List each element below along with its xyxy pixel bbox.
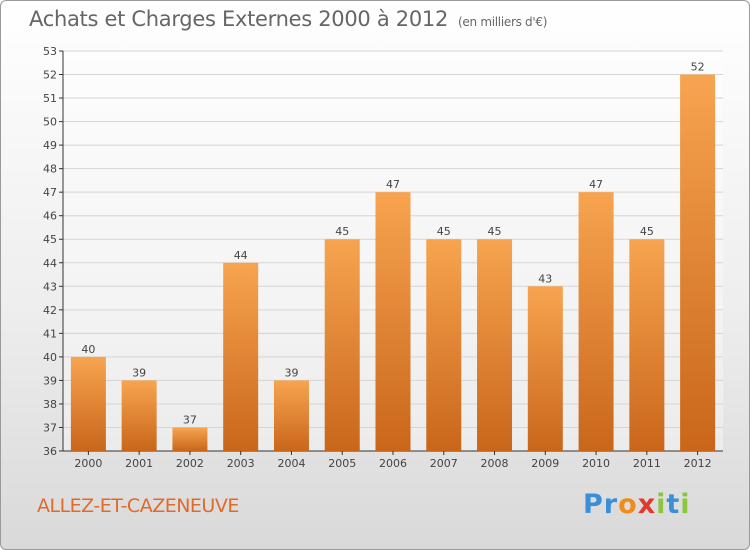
bar-2008 — [477, 239, 513, 451]
y-tick-label: 44 — [43, 257, 57, 270]
data-label-2005: 45 — [335, 225, 349, 238]
y-tick-label: 40 — [43, 351, 57, 364]
bar-2012 — [680, 74, 716, 451]
x-tick-label-2008: 2008 — [481, 457, 509, 470]
logo-letter: i — [656, 489, 667, 520]
y-tick-label: 51 — [43, 92, 57, 105]
x-tick-label-2010: 2010 — [582, 457, 610, 470]
y-tick-label: 50 — [43, 116, 57, 129]
y-tick-label: 47 — [43, 186, 57, 199]
data-label-2000: 40 — [81, 343, 95, 356]
y-tick-label: 39 — [43, 374, 57, 387]
bar-2007 — [426, 239, 462, 451]
logo-letter: r — [603, 489, 619, 520]
bar-2011 — [629, 239, 665, 451]
data-label-2002: 37 — [183, 413, 197, 426]
x-tick-label-2002: 2002 — [176, 457, 204, 470]
data-label-2008: 45 — [488, 225, 502, 238]
x-tick-label-2004: 2004 — [277, 457, 305, 470]
bar-2009 — [527, 286, 563, 451]
x-tick-label-2009: 2009 — [531, 457, 559, 470]
y-tick-label: 48 — [43, 163, 57, 176]
data-label-2012: 52 — [691, 61, 705, 74]
logo-letter: x — [637, 489, 657, 520]
x-tick-label-2001: 2001 — [125, 457, 153, 470]
logo-letter: i — [680, 489, 691, 520]
chart-title-text: Achats et Charges Externes 2000 à 2012 — [29, 7, 449, 31]
x-tick-label-2006: 2006 — [379, 457, 407, 470]
y-tick-label: 49 — [43, 139, 57, 152]
chart-unit: (en milliers d'€) — [458, 15, 548, 29]
bar-2005 — [324, 239, 360, 451]
data-label-2011: 45 — [640, 225, 654, 238]
y-tick-label: 41 — [43, 327, 57, 340]
y-tick-label: 36 — [43, 445, 57, 458]
logo-letter: o — [618, 489, 638, 520]
commune-name: ALLEZ-ET-CAZENEUVE — [37, 495, 239, 517]
data-label-2010: 47 — [589, 178, 603, 191]
logo-letter: t — [666, 489, 681, 520]
x-tick-label-2007: 2007 — [430, 457, 458, 470]
y-tick-label: 42 — [43, 304, 57, 317]
data-label-2003: 44 — [234, 249, 248, 262]
data-label-2006: 47 — [386, 178, 400, 191]
bar-2004 — [273, 380, 309, 451]
data-label-2009: 43 — [538, 272, 552, 285]
y-tick-label: 37 — [43, 421, 57, 434]
x-tick-label-2005: 2005 — [328, 457, 356, 470]
data-label-2001: 39 — [132, 366, 146, 379]
bar-2010 — [578, 192, 614, 452]
x-tick-label-2003: 2003 — [227, 457, 255, 470]
bar-2002 — [172, 427, 208, 451]
x-tick-label-2012: 2012 — [684, 457, 712, 470]
proxiti-logo[interactable]: Proxiti — [583, 489, 691, 520]
logo-letter: P — [583, 489, 604, 520]
bar-2000 — [70, 356, 106, 451]
y-tick-label: 52 — [43, 69, 57, 82]
y-tick-label: 46 — [43, 210, 57, 223]
chart-title: Achats et Charges Externes 2000 à 2012 (e… — [29, 7, 547, 31]
data-label-2004: 39 — [284, 366, 298, 379]
data-label-2007: 45 — [437, 225, 451, 238]
y-tick-label: 38 — [43, 398, 57, 411]
bar-2003 — [223, 262, 259, 451]
y-tick-label: 53 — [43, 45, 57, 58]
x-tick-label-2011: 2011 — [633, 457, 661, 470]
x-tick-label-2000: 2000 — [74, 457, 102, 470]
y-tick-label: 45 — [43, 233, 57, 246]
bar-2006 — [375, 192, 411, 452]
bar-2001 — [121, 380, 157, 451]
y-tick-label: 43 — [43, 280, 57, 293]
